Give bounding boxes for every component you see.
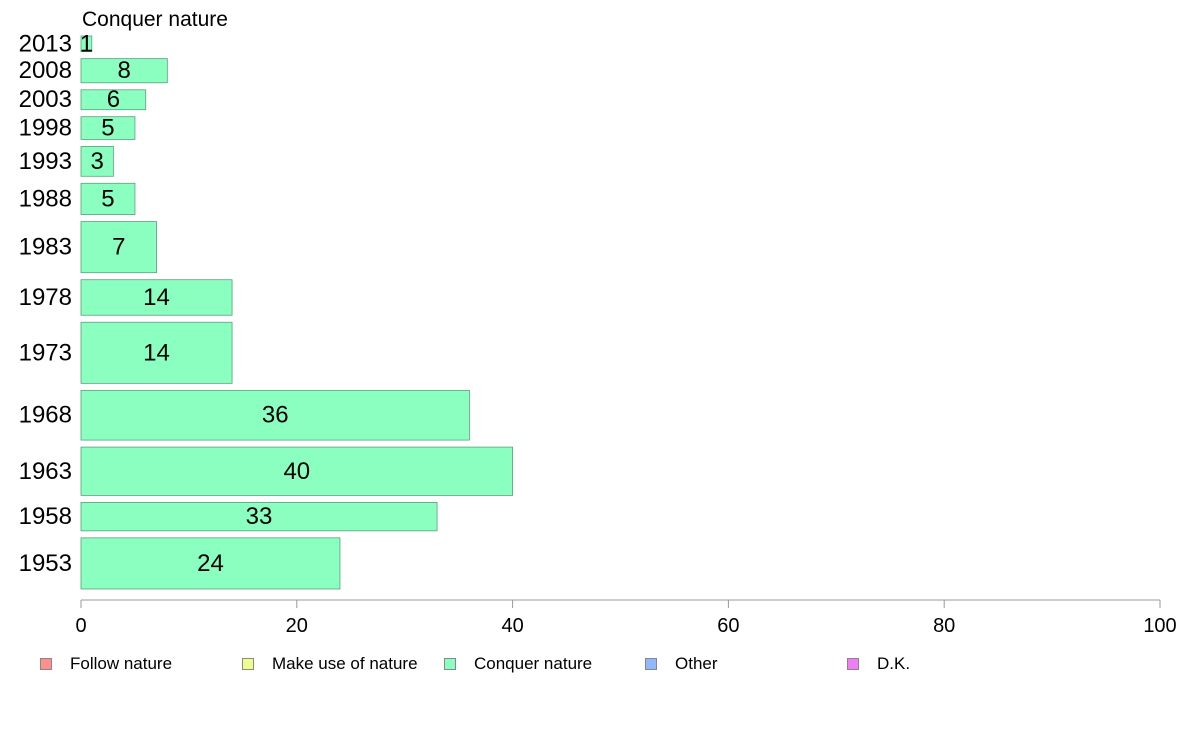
bar-1983 — [80, 221, 157, 274]
legend-label: Make use of nature — [272, 654, 418, 673]
bar-1958 — [80, 502, 438, 532]
category-label-1958: 1958 — [19, 503, 72, 530]
bar-2003 — [80, 89, 147, 111]
bar-1963 — [80, 446, 514, 496]
value-label-1963: 40 — [283, 458, 310, 485]
category-label-1978: 1978 — [19, 284, 72, 311]
legend-label: Follow nature — [70, 654, 173, 673]
legend-item-2: Conquer nature — [444, 652, 592, 676]
category-label-2013: 2013 — [19, 30, 72, 57]
bars-layer: 1 2013 8 2008 6 2003 5 1998 3 1993 5 1988 7 1983 14 197… — [19, 30, 514, 590]
value-label-1978: 14 — [143, 284, 170, 311]
legend-item-1: Make use of nature — [242, 652, 418, 676]
category-label-1953: 1953 — [19, 550, 72, 577]
value-label-1953: 24 — [197, 550, 224, 577]
legend-swatch — [847, 658, 859, 670]
value-label-1983: 7 — [112, 234, 125, 261]
category-label-1998: 1998 — [19, 115, 72, 142]
value-label-2008: 8 — [117, 57, 130, 84]
legend-swatch — [645, 658, 657, 670]
x-tick-label-60: 60 — [717, 615, 739, 637]
legend-item-3: Other — [645, 652, 718, 676]
category-label-2003: 2003 — [19, 86, 72, 113]
value-label-1993: 3 — [91, 148, 104, 175]
category-label-1963: 1963 — [19, 458, 72, 485]
bar-1993 — [80, 146, 114, 177]
category-label-1993: 1993 — [19, 148, 72, 175]
legend-item-4: D.K. — [847, 652, 910, 676]
bar-1998 — [80, 116, 136, 140]
legend-swatch — [444, 658, 456, 670]
category-label-2008: 2008 — [19, 57, 72, 84]
value-label-2003: 6 — [107, 86, 120, 113]
legend-label: D.K. — [877, 654, 911, 673]
panel-title: Conquer nature — [82, 8, 228, 31]
value-label-1968: 36 — [262, 402, 289, 429]
legend-swatch — [242, 658, 254, 670]
x-axis: 0 20 40 60 80 100 — [75, 599, 1177, 637]
category-label-1973: 1973 — [19, 339, 72, 366]
value-label-1973: 14 — [143, 339, 170, 366]
x-tick-label-0: 0 — [75, 615, 86, 637]
legend-label: Other — [675, 654, 718, 673]
bar-1978 — [80, 279, 233, 316]
category-label-1968: 1968 — [19, 402, 72, 429]
legend-label: Conquer nature — [474, 654, 593, 673]
x-tick-label-20: 20 — [286, 615, 308, 637]
legend-swatch — [40, 658, 52, 670]
value-label-1998: 5 — [101, 115, 114, 142]
legend-item-0: Follow nature — [40, 652, 172, 676]
x-tick-label-80: 80 — [933, 615, 955, 637]
bar-2008 — [80, 58, 168, 84]
bar-2013 — [80, 35, 93, 53]
x-tick-label-40: 40 — [501, 615, 523, 637]
value-label-2013: 1 — [80, 30, 93, 57]
category-label-1988: 1988 — [19, 185, 72, 212]
legend: Follow nature Make use of nature Conquer n… — [0, 652, 1188, 676]
bar-1973 — [80, 321, 233, 384]
x-tick-label-100: 100 — [1143, 615, 1176, 637]
bar-1968 — [80, 389, 470, 441]
value-label-1958: 33 — [246, 503, 273, 530]
bar-1953 — [80, 537, 341, 590]
bar-1988 — [80, 182, 136, 215]
category-label-1983: 1983 — [19, 234, 72, 261]
value-label-1988: 5 — [101, 185, 114, 212]
